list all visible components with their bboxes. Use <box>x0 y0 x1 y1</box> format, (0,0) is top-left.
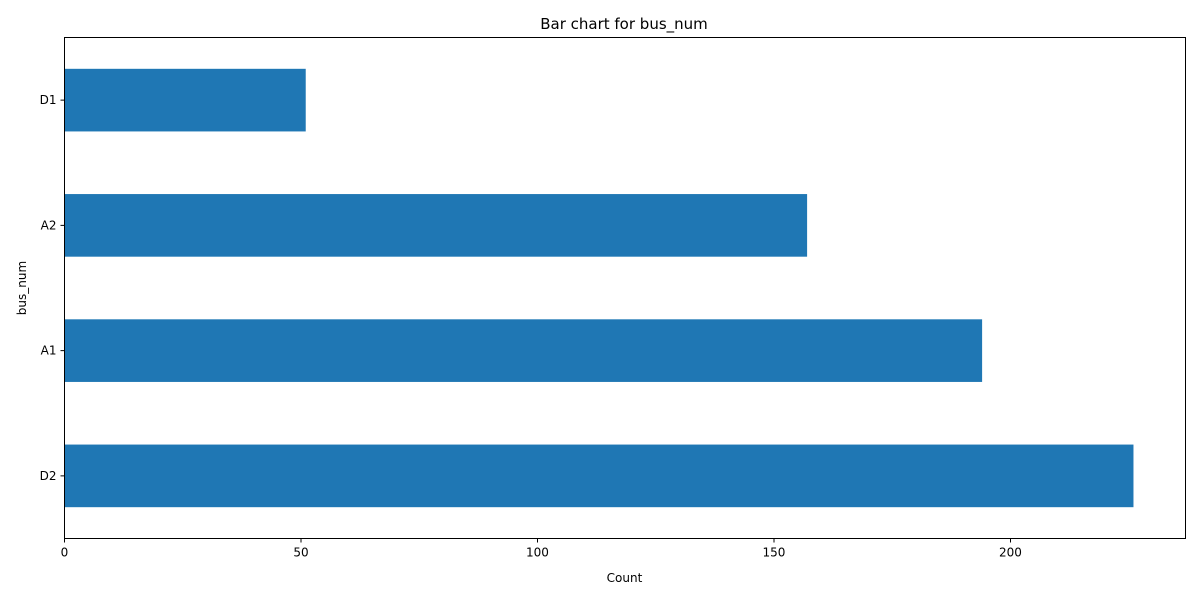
bar-d1 <box>64 68 306 132</box>
x-tick-label: 200 <box>999 546 1022 560</box>
bar-d2 <box>64 444 1134 508</box>
x-tick-label: 150 <box>763 546 786 560</box>
y-tick-label: D2 <box>40 469 57 483</box>
x-tick-label: 100 <box>526 546 549 560</box>
y-axis-label: bus_num <box>15 261 29 315</box>
bars-layer <box>64 68 1134 508</box>
y-tick-label: A2 <box>41 218 57 232</box>
x-axis: 0 50 100 150 200 <box>61 538 1022 560</box>
x-axis-label: Count <box>607 571 643 585</box>
plot-frame <box>64 37 1186 539</box>
chart-title: Bar chart for bus_num <box>540 15 708 34</box>
y-tick-label: D1 <box>40 93 57 107</box>
bar-a1 <box>64 319 983 382</box>
y-tick-label: A1 <box>41 344 57 358</box>
x-tick-label: 50 <box>293 546 308 560</box>
bar-a2 <box>64 194 808 257</box>
x-tick-label: 0 <box>61 546 69 560</box>
y-axis: D2 A1 A2 D1 <box>40 93 65 483</box>
